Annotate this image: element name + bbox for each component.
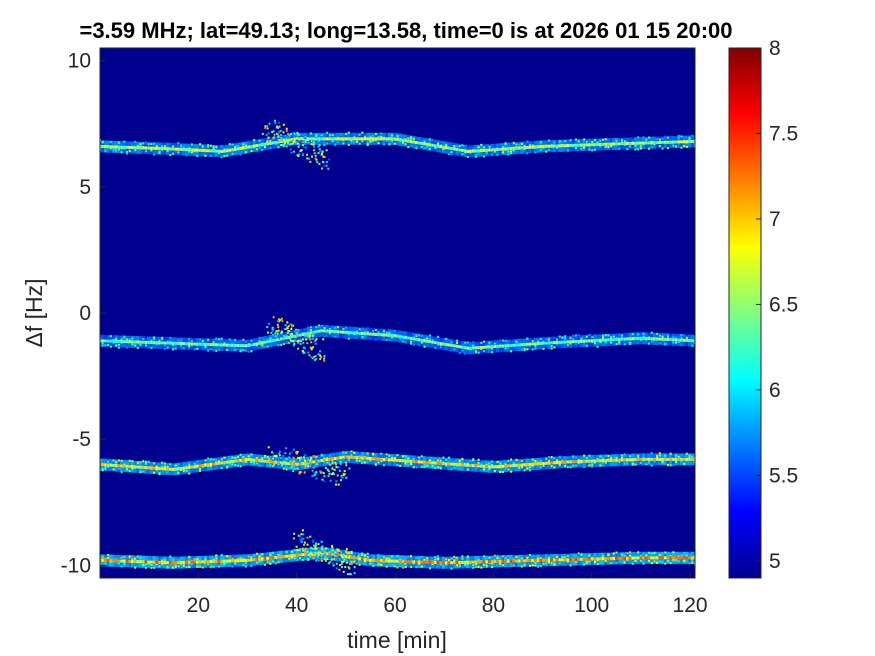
y-tick-label: 5 [79, 176, 91, 199]
y-tick-label: 0 [79, 302, 91, 325]
signal-trace-3 [100, 546, 695, 570]
signal-trace-0 [100, 131, 695, 159]
colorbar-tick-label: 6 [769, 379, 781, 402]
chart-title: =3.59 MHz; lat=49.13; long=13.58, time=0… [79, 18, 732, 43]
plot-marks [100, 119, 695, 576]
y-tick-label: 10 [68, 50, 91, 73]
x-axis-label: time [min] [347, 627, 447, 653]
plot-area [100, 48, 695, 578]
x-tick-label: 100 [574, 594, 609, 617]
colorbar-tick-label: 7.5 [769, 122, 798, 145]
x-axis-ticks: 20 40 60 80 100 120 [187, 572, 708, 617]
y-axis-ticks: -10 -5 0 5 10 [61, 50, 106, 577]
y-axis-label: Δf [Hz] [21, 278, 47, 347]
y-tick-label: -10 [61, 554, 91, 577]
colorbar-tick-label: 6.5 [769, 293, 798, 316]
colorbar-tick-label: 5 [769, 550, 781, 573]
cross-streak-1 [266, 316, 326, 362]
x-tick-label: 40 [285, 594, 308, 617]
colorbar [728, 47, 762, 579]
colorbar-ticks: 5 5.5 6 6.5 7 7.5 8 [756, 37, 798, 573]
y-tick-label: -5 [72, 428, 91, 451]
signal-trace-1 [100, 324, 695, 355]
cross-streak-0 [261, 119, 331, 170]
cross-streak-2 [267, 446, 351, 486]
x-tick-label: 60 [383, 594, 406, 617]
colorbar-tick-label: 7 [769, 208, 781, 231]
cross-streak-3 [292, 529, 360, 576]
x-tick-label: 120 [673, 594, 708, 617]
x-tick-label: 20 [187, 594, 210, 617]
colorbar-tick-label: 8 [769, 37, 781, 60]
x-tick-label: 80 [482, 594, 505, 617]
signal-trace-2 [100, 450, 695, 476]
colorbar-tick-label: 5.5 [769, 464, 798, 487]
